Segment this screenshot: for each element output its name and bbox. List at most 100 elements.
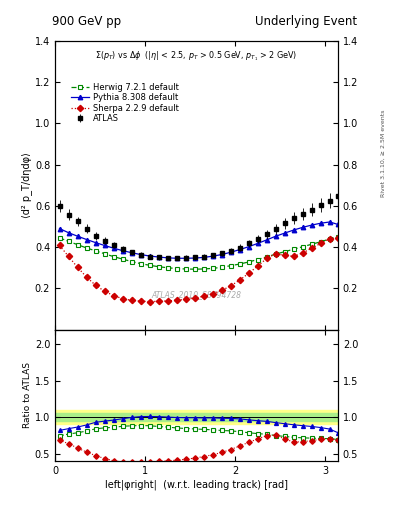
Herwig 7.2.1 default	[138, 261, 143, 267]
Herwig 7.2.1 default	[228, 263, 233, 269]
Pythia 8.308 default	[57, 225, 62, 231]
Line: Pythia 8.308 default: Pythia 8.308 default	[57, 220, 340, 261]
Pythia 8.308 default	[75, 233, 80, 239]
Herwig 7.2.1 default	[75, 242, 80, 248]
Pythia 8.308 default	[336, 221, 340, 227]
Pythia 8.308 default	[174, 255, 179, 261]
Sherpa 2.2.9 default	[147, 298, 152, 305]
Herwig 7.2.1 default	[282, 249, 287, 255]
Herwig 7.2.1 default	[210, 265, 215, 271]
Pythia 8.308 default	[318, 220, 323, 226]
Herwig 7.2.1 default	[291, 246, 296, 252]
Text: $\Sigma(p_T)$ vs $\Delta\phi$  ($|\eta|$ < 2.5, $p_T$ > 0.5 GeV, $p_{T_1}$ > 2 G: $\Sigma(p_T)$ vs $\Delta\phi$ ($|\eta|$ …	[95, 50, 298, 63]
Sherpa 2.2.9 default	[75, 264, 80, 270]
Text: Rivet 3.1.10, ≥ 2.5M events: Rivet 3.1.10, ≥ 2.5M events	[381, 110, 386, 197]
Sherpa 2.2.9 default	[300, 250, 305, 256]
Sherpa 2.2.9 default	[219, 287, 224, 293]
Herwig 7.2.1 default	[219, 264, 224, 270]
Pythia 8.308 default	[192, 255, 197, 261]
Pythia 8.308 default	[300, 224, 305, 230]
Herwig 7.2.1 default	[129, 259, 134, 265]
Pythia 8.308 default	[255, 240, 260, 246]
Pythia 8.308 default	[66, 229, 71, 236]
Sherpa 2.2.9 default	[129, 297, 134, 304]
Sherpa 2.2.9 default	[165, 298, 170, 304]
Y-axis label: Ratio to ATLAS: Ratio to ATLAS	[23, 362, 32, 428]
Pythia 8.308 default	[327, 219, 332, 225]
Line: Sherpa 2.2.9 default: Sherpa 2.2.9 default	[57, 236, 340, 304]
Herwig 7.2.1 default	[336, 234, 340, 240]
Herwig 7.2.1 default	[93, 248, 98, 254]
Legend: Herwig 7.2.1 default, Pythia 8.308 default, Sherpa 2.2.9 default, ATLAS: Herwig 7.2.1 default, Pythia 8.308 defau…	[68, 80, 182, 126]
Pythia 8.308 default	[93, 240, 98, 246]
Sherpa 2.2.9 default	[246, 270, 251, 276]
Herwig 7.2.1 default	[237, 261, 242, 267]
Pythia 8.308 default	[228, 249, 233, 255]
Pythia 8.308 default	[147, 253, 152, 259]
Herwig 7.2.1 default	[156, 264, 161, 270]
Herwig 7.2.1 default	[165, 265, 170, 271]
Sherpa 2.2.9 default	[273, 251, 278, 257]
Sherpa 2.2.9 default	[291, 253, 296, 260]
Sherpa 2.2.9 default	[336, 235, 340, 241]
Herwig 7.2.1 default	[183, 266, 188, 272]
Herwig 7.2.1 default	[102, 251, 107, 257]
Sherpa 2.2.9 default	[102, 288, 107, 294]
Pythia 8.308 default	[138, 251, 143, 258]
Herwig 7.2.1 default	[309, 241, 314, 247]
Herwig 7.2.1 default	[201, 266, 206, 272]
Pythia 8.308 default	[309, 222, 314, 228]
Herwig 7.2.1 default	[66, 238, 71, 244]
Pythia 8.308 default	[156, 254, 161, 260]
Text: ATLAS_2010_S8894728: ATLAS_2010_S8894728	[151, 290, 242, 300]
Sherpa 2.2.9 default	[138, 298, 143, 304]
Pythia 8.308 default	[111, 245, 116, 251]
Herwig 7.2.1 default	[327, 236, 332, 242]
Pythia 8.308 default	[264, 237, 269, 243]
Sherpa 2.2.9 default	[228, 283, 233, 289]
Sherpa 2.2.9 default	[327, 236, 332, 242]
Sherpa 2.2.9 default	[66, 253, 71, 260]
Sherpa 2.2.9 default	[183, 296, 188, 303]
Herwig 7.2.1 default	[255, 257, 260, 263]
Pythia 8.308 default	[165, 255, 170, 261]
Pythia 8.308 default	[219, 251, 224, 258]
Herwig 7.2.1 default	[273, 251, 278, 257]
Pythia 8.308 default	[201, 254, 206, 261]
X-axis label: left|φright|  (w.r.t. leading track) [rad]: left|φright| (w.r.t. leading track) [rad…	[105, 480, 288, 490]
Y-axis label: ⟨d² p_T/dηdφ⟩: ⟨d² p_T/dηdφ⟩	[21, 153, 32, 218]
Text: 900 GeV pp: 900 GeV pp	[52, 15, 121, 28]
Herwig 7.2.1 default	[120, 256, 125, 262]
Herwig 7.2.1 default	[84, 245, 89, 251]
Sherpa 2.2.9 default	[93, 282, 98, 288]
Bar	[55, 410, 338, 424]
Text: Underlying Event: Underlying Event	[255, 15, 358, 28]
Pythia 8.308 default	[183, 255, 188, 261]
Herwig 7.2.1 default	[174, 266, 179, 272]
Sherpa 2.2.9 default	[84, 274, 89, 280]
Sherpa 2.2.9 default	[156, 298, 161, 305]
Herwig 7.2.1 default	[264, 254, 269, 260]
Herwig 7.2.1 default	[246, 259, 251, 265]
Sherpa 2.2.9 default	[174, 297, 179, 304]
Sherpa 2.2.9 default	[201, 293, 206, 300]
Sherpa 2.2.9 default	[111, 292, 116, 298]
Sherpa 2.2.9 default	[309, 245, 314, 251]
Sherpa 2.2.9 default	[255, 263, 260, 269]
Sherpa 2.2.9 default	[237, 277, 242, 283]
Pythia 8.308 default	[237, 247, 242, 253]
Sherpa 2.2.9 default	[57, 242, 62, 248]
Herwig 7.2.1 default	[318, 239, 323, 245]
Sherpa 2.2.9 default	[210, 291, 215, 297]
Line: Herwig 7.2.1 default: Herwig 7.2.1 default	[57, 234, 340, 271]
Sherpa 2.2.9 default	[282, 252, 287, 259]
Sherpa 2.2.9 default	[264, 255, 269, 262]
Sherpa 2.2.9 default	[192, 295, 197, 301]
Sherpa 2.2.9 default	[120, 295, 125, 302]
Pythia 8.308 default	[84, 237, 89, 243]
Pythia 8.308 default	[273, 233, 278, 239]
Pythia 8.308 default	[246, 244, 251, 250]
Pythia 8.308 default	[291, 227, 296, 233]
Pythia 8.308 default	[282, 230, 287, 236]
Sherpa 2.2.9 default	[318, 240, 323, 246]
